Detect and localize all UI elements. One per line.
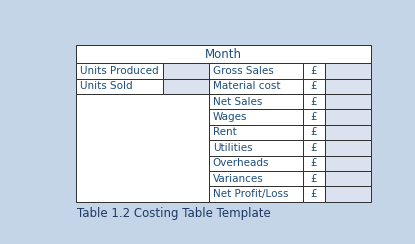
Text: £: £ — [310, 189, 317, 199]
Text: Overheads: Overheads — [213, 158, 269, 168]
Bar — [303, 94, 325, 109]
Text: £: £ — [310, 66, 317, 76]
Bar — [163, 63, 210, 79]
Text: £: £ — [310, 127, 317, 137]
Bar — [76, 94, 210, 202]
Bar — [303, 109, 325, 125]
Text: Net Sales: Net Sales — [213, 97, 262, 107]
Text: Units Sold: Units Sold — [80, 81, 132, 91]
Bar — [325, 109, 371, 125]
Bar — [303, 140, 325, 155]
Bar — [210, 140, 303, 155]
Text: Table 1.2 Costing Table Template: Table 1.2 Costing Table Template — [77, 207, 271, 221]
Text: £: £ — [310, 112, 317, 122]
Text: £: £ — [310, 158, 317, 168]
Bar — [210, 63, 303, 79]
Text: Variances: Variances — [213, 174, 264, 184]
Bar — [303, 155, 325, 171]
Text: £: £ — [310, 81, 317, 91]
Bar — [76, 79, 163, 94]
Text: Utilities: Utilities — [213, 143, 252, 153]
Text: Units Produced: Units Produced — [80, 66, 159, 76]
Text: Rent: Rent — [213, 127, 237, 137]
Bar — [325, 171, 371, 186]
Bar — [325, 186, 371, 202]
Bar — [325, 125, 371, 140]
Bar — [210, 155, 303, 171]
Bar — [325, 94, 371, 109]
Bar — [325, 140, 371, 155]
Bar — [303, 79, 325, 94]
Text: Month: Month — [205, 48, 242, 61]
Bar — [76, 63, 163, 79]
Bar — [210, 171, 303, 186]
Bar — [303, 171, 325, 186]
Text: Wages: Wages — [213, 112, 247, 122]
Bar — [76, 45, 371, 63]
Bar — [210, 125, 303, 140]
Bar — [303, 186, 325, 202]
Bar — [210, 79, 303, 94]
Text: £: £ — [310, 143, 317, 153]
Bar — [325, 79, 371, 94]
Text: £: £ — [310, 174, 317, 184]
Text: Gross Sales: Gross Sales — [213, 66, 273, 76]
Bar — [325, 63, 371, 79]
Bar — [303, 63, 325, 79]
Text: Net Profit/Loss: Net Profit/Loss — [213, 189, 288, 199]
Bar — [303, 125, 325, 140]
Text: Material cost: Material cost — [213, 81, 280, 91]
Bar — [325, 155, 371, 171]
Bar — [210, 94, 303, 109]
Bar — [210, 186, 303, 202]
Bar — [163, 79, 210, 94]
Bar — [210, 109, 303, 125]
Text: £: £ — [310, 97, 317, 107]
